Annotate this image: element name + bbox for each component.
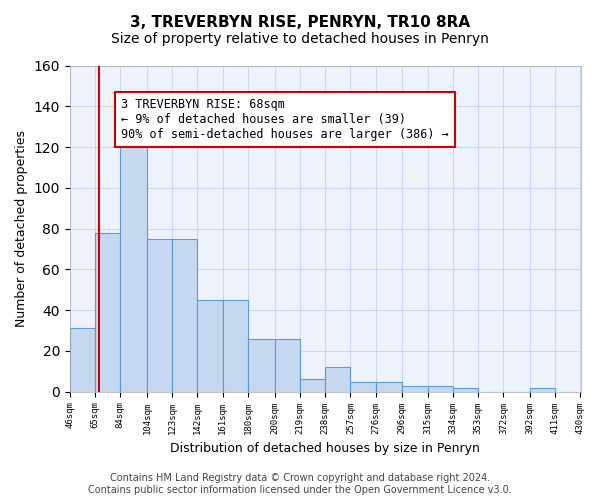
Bar [530,388,555,392]
Y-axis label: Number of detached properties: Number of detached properties [15,130,28,327]
Bar [275,338,300,392]
Bar [95,232,121,392]
Bar [197,300,223,392]
Bar [121,145,147,392]
Text: Contains HM Land Registry data © Crown copyright and database right 2024.
Contai: Contains HM Land Registry data © Crown c… [88,474,512,495]
Bar [325,367,350,392]
Bar [428,386,453,392]
Bar [248,338,275,392]
Text: Size of property relative to detached houses in Penryn: Size of property relative to detached ho… [111,32,489,46]
Bar [300,380,325,392]
Text: 3, TREVERBYN RISE, PENRYN, TR10 8RA: 3, TREVERBYN RISE, PENRYN, TR10 8RA [130,15,470,30]
Text: 3 TREVERBYN RISE: 68sqm
← 9% of detached houses are smaller (39)
90% of semi-det: 3 TREVERBYN RISE: 68sqm ← 9% of detached… [121,98,449,141]
Bar [147,239,172,392]
Bar [376,382,402,392]
Bar [453,388,478,392]
Bar [172,239,197,392]
Bar [402,386,428,392]
Bar [70,328,95,392]
Bar [350,382,376,392]
X-axis label: Distribution of detached houses by size in Penryn: Distribution of detached houses by size … [170,442,480,455]
Bar [223,300,248,392]
